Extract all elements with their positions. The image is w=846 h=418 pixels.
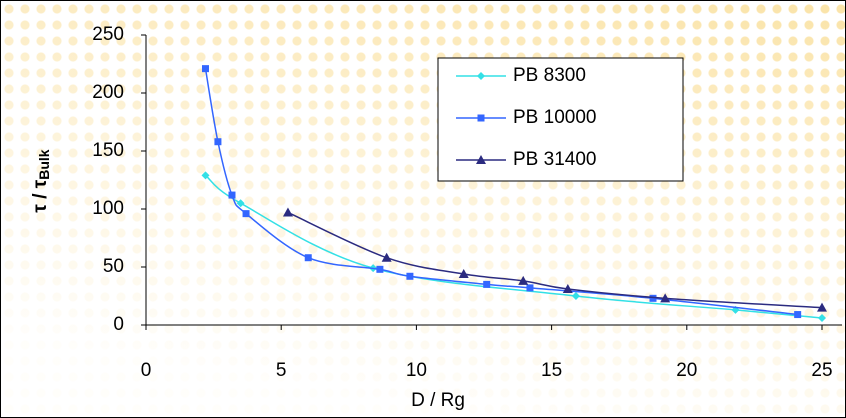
y-axis-label-sub: Bulk	[36, 149, 52, 180]
y-tick-label: 250	[92, 24, 124, 45]
x-tick-label: 5	[276, 360, 287, 381]
marker	[817, 302, 827, 312]
legend-marker	[477, 114, 485, 122]
y-axis-label-main: τ / τ	[30, 179, 51, 212]
marker	[562, 284, 573, 294]
x-tick-label: 15	[541, 360, 562, 381]
y-tick-label: 0	[113, 314, 124, 335]
marker	[458, 268, 469, 278]
marker	[214, 138, 222, 146]
marker	[376, 265, 384, 273]
x-tick-label: 0	[141, 360, 152, 381]
marker	[201, 171, 210, 180]
marker	[571, 292, 580, 300]
y-tick-label: 200	[92, 82, 124, 103]
marker	[818, 314, 826, 323]
legend-marker	[476, 155, 486, 164]
legend-label: PB 8300	[513, 65, 586, 86]
x-axis-label: D / Rg	[411, 390, 465, 411]
marker	[282, 207, 293, 217]
marker	[406, 272, 414, 280]
marker	[526, 284, 534, 292]
marker	[649, 294, 657, 302]
marker	[242, 210, 250, 218]
y-axis-label: τ / τBulk	[30, 149, 52, 212]
marker	[381, 252, 392, 262]
y-tick-label: 50	[103, 256, 124, 277]
marker	[228, 191, 236, 199]
series-line	[204, 174, 823, 319]
marker	[201, 65, 209, 73]
marker	[236, 199, 245, 208]
marker	[304, 254, 312, 262]
y-tick-label: 100	[92, 198, 124, 219]
y-tick-label: 150	[92, 140, 124, 161]
legend-label: PB 31400	[513, 149, 596, 170]
marker	[794, 311, 802, 319]
legend-marker	[477, 72, 485, 80]
x-tick-label: 20	[676, 360, 697, 381]
x-tick-label: 25	[811, 360, 832, 381]
marker	[483, 280, 491, 288]
legend-label: PB 10000	[513, 107, 596, 128]
marker	[660, 293, 671, 303]
marker	[518, 275, 529, 285]
x-tick-label: 10	[406, 360, 427, 381]
